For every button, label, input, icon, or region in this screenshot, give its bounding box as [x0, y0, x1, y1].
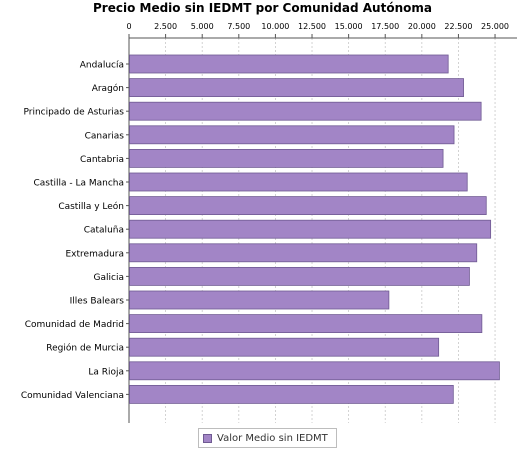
x-tick-label: 10.000	[261, 22, 289, 31]
category-label: La Rioja	[88, 367, 124, 377]
legend-label: Valor Medio sin IEDMT	[217, 432, 328, 444]
category-label: Extremadura	[66, 249, 125, 259]
category-label: Castilla y León	[58, 201, 124, 212]
category-label: Illes Balears	[70, 297, 125, 307]
bar	[129, 219, 492, 239]
category-label: Principado de Asturias	[23, 108, 124, 118]
chart-title: Precio Medio sin IEDMT por Comunidad Aut…	[93, 1, 432, 15]
bar	[129, 290, 390, 310]
bar	[129, 196, 487, 216]
x-tick-label: 5.000	[191, 22, 214, 31]
x-tick-label: 7.500	[227, 22, 250, 31]
bar	[129, 125, 455, 145]
category-label: Comunidad Valenciana	[21, 391, 124, 401]
y-axis: Andalucía Aragón Principado de Asturias Can…	[21, 38, 130, 423]
legend-swatch	[203, 433, 212, 443]
category-label: Comunidad de Madrid	[25, 320, 124, 330]
category-label: Aragón	[92, 83, 124, 94]
category-label: Canarias	[85, 131, 125, 141]
bar	[129, 266, 470, 286]
x-tick-label: 20.000	[408, 22, 436, 31]
bar	[129, 172, 468, 192]
bar	[129, 54, 449, 74]
category-label: Galicia	[94, 273, 124, 283]
bar	[129, 337, 440, 357]
category-label: Andalucía	[80, 61, 124, 71]
legend: Valor Medio sin IEDMT	[198, 428, 337, 448]
bar	[129, 243, 478, 263]
x-tick-label: 17.500	[371, 22, 399, 31]
x-tick-label: 22.500	[444, 22, 472, 31]
bar	[129, 384, 454, 404]
x-tick-label: 25.000	[481, 22, 509, 31]
bar	[129, 314, 483, 334]
x-tick-label: 15.000	[335, 22, 363, 31]
x-axis: 0 2.500 5.000 7.500 10.000 12.500 15.000 17.500…	[126, 22, 517, 39]
bars	[129, 54, 500, 404]
category-label: Cantabria	[80, 155, 124, 165]
bar	[129, 78, 464, 97]
category-label: Región de Murcia	[46, 343, 124, 354]
bar	[129, 101, 482, 121]
x-tick-label: 12.500	[298, 22, 326, 31]
bar	[129, 361, 500, 381]
bar	[129, 148, 444, 168]
x-tick-label: 0	[126, 22, 131, 31]
category-label: Cataluña	[84, 226, 124, 236]
category-label: Castilla - La Mancha	[33, 179, 124, 189]
x-tick-label: 2.500	[154, 22, 177, 31]
